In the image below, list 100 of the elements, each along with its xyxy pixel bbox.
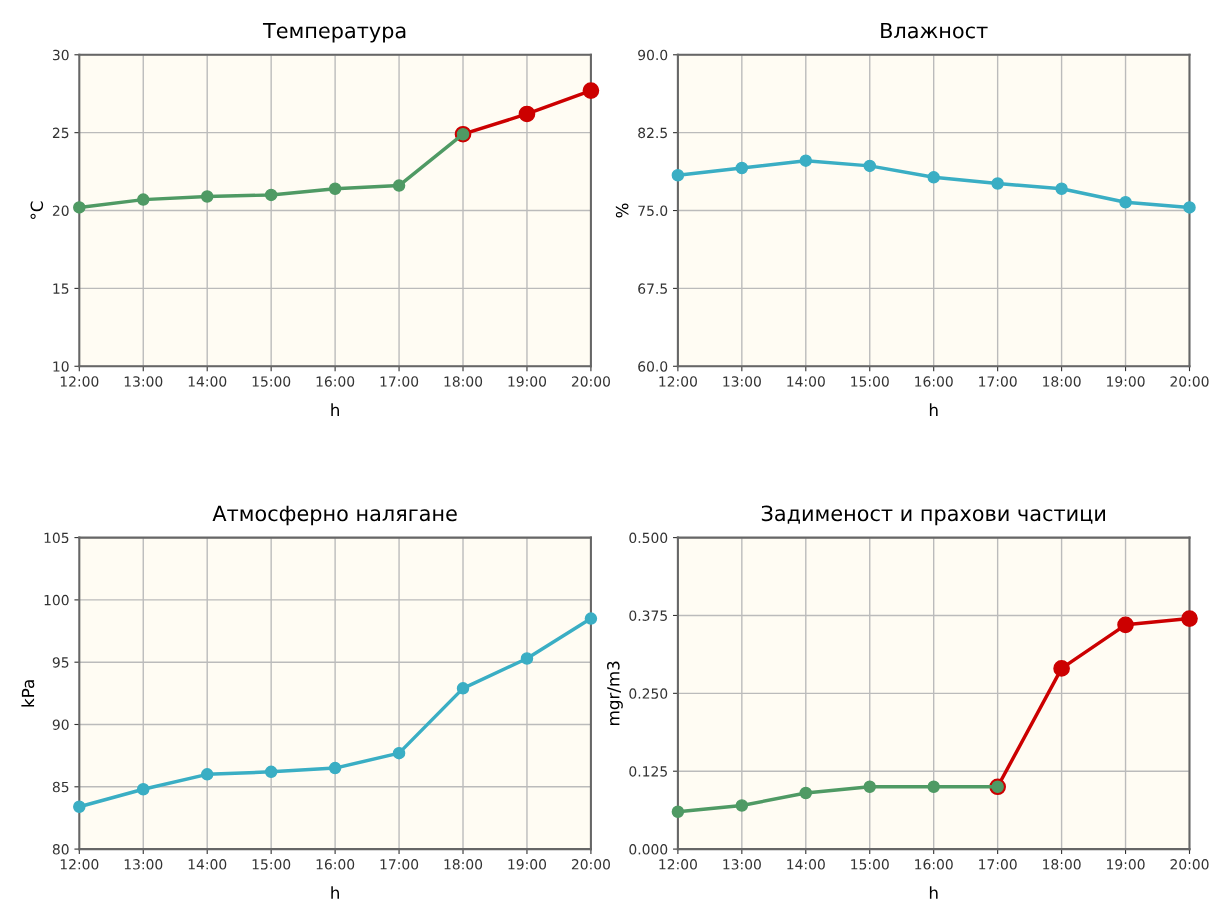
- y-axis-title: %: [615, 203, 629, 218]
- point: [863, 159, 876, 173]
- x-tick-label: 15:00: [252, 376, 291, 387]
- point: [73, 800, 86, 813]
- y-tick-label: 30: [52, 49, 69, 61]
- x-tick-label: 18:00: [1043, 859, 1081, 870]
- x-tick-label: 18:00: [444, 376, 483, 387]
- point: [456, 682, 470, 695]
- x-axis-title: h: [331, 886, 339, 899]
- point: [328, 182, 342, 195]
- y-tick-label: 80: [52, 844, 69, 855]
- point: [1117, 616, 1134, 634]
- point: [582, 82, 600, 99]
- x-tick-label: 19:00: [1107, 376, 1145, 387]
- x-tick-label: 19:00: [1107, 859, 1145, 870]
- x-tick-label: 20:00: [571, 859, 610, 870]
- y-tick-label: 25: [52, 127, 69, 139]
- point: [799, 786, 813, 800]
- y-tick-label: 60.0: [638, 361, 668, 372]
- point: [863, 780, 876, 794]
- y-axis-title: kPa: [21, 680, 35, 707]
- y-axis-title: °C: [30, 201, 44, 219]
- point: [927, 780, 940, 794]
- point: [671, 805, 685, 818]
- y-tick-label: 100: [44, 594, 69, 606]
- point: [392, 179, 406, 192]
- y-tick-label: 15: [53, 283, 69, 294]
- y-tick-label: 0.500: [629, 532, 668, 544]
- x-tick-label: 19:00: [508, 376, 547, 387]
- y-tick-label: 90.0: [638, 49, 668, 61]
- point: [1181, 610, 1198, 627]
- point: [1119, 195, 1132, 209]
- x-tick-label: 16:00: [915, 859, 953, 870]
- point: [735, 799, 749, 812]
- point: [1055, 182, 1068, 195]
- point: [584, 612, 598, 625]
- x-tick-label: 16:00: [316, 859, 355, 870]
- x-tick-label: 20:00: [1170, 376, 1209, 387]
- point: [927, 171, 940, 184]
- point: [264, 188, 278, 202]
- x-tick-label: 13:00: [723, 376, 761, 387]
- y-tick-label: 90: [52, 719, 69, 730]
- x-axis-title: h: [929, 886, 938, 899]
- x-tick-label: 17:00: [979, 376, 1017, 387]
- x-tick-label: 20:00: [1170, 859, 1209, 870]
- point: [264, 765, 278, 779]
- x-tick-label: 14:00: [787, 859, 825, 870]
- x-tick-label: 17:00: [380, 859, 419, 870]
- x-tick-label: 14:00: [787, 376, 825, 387]
- y-tick-label: 0.125: [629, 766, 667, 777]
- x-tick-label: 16:00: [915, 376, 953, 387]
- x-axis-title: h: [929, 403, 938, 416]
- y-tick-label: 75.0: [638, 205, 668, 216]
- x-tick-label: 15:00: [851, 376, 889, 387]
- x-tick-label: 13:00: [723, 859, 761, 870]
- point: [137, 193, 150, 206]
- x-tick-label: 17:00: [979, 859, 1017, 870]
- x-tick-label: 13:00: [124, 859, 163, 870]
- y-axis-title: mgr/m3: [607, 661, 623, 725]
- x-tick-label: 13:00: [124, 376, 163, 387]
- point: [671, 168, 685, 182]
- chart-title: Задименост и прахови частици: [761, 505, 1105, 526]
- point: [73, 201, 86, 214]
- point: [735, 161, 749, 175]
- point: [518, 105, 536, 123]
- point: [328, 761, 342, 775]
- x-tick-label: 19:00: [508, 859, 547, 870]
- point: [520, 652, 534, 665]
- point: [392, 746, 406, 760]
- y-tick-label: 67.5: [638, 283, 667, 294]
- x-tick-label: 15:00: [851, 859, 889, 870]
- x-tick-label: 14:00: [188, 376, 227, 387]
- x-tick-label: 16:00: [316, 376, 355, 387]
- point: [799, 154, 813, 167]
- y-tick-label: 95: [52, 657, 69, 668]
- x-tick-label: 18:00: [1043, 376, 1081, 387]
- y-tick-label: 0.375: [629, 610, 667, 621]
- y-tick-label: 20: [52, 205, 69, 216]
- point: [200, 190, 214, 203]
- point: [1053, 660, 1070, 677]
- y-tick-label: 0.000: [629, 844, 668, 855]
- x-tick-label: 12:00: [659, 376, 697, 387]
- chart-title: Влажност: [881, 22, 988, 39]
- x-tick-label: 17:00: [380, 376, 419, 387]
- x-tick-label: 14:00: [188, 859, 227, 870]
- point: [1183, 201, 1196, 214]
- point: [200, 768, 214, 781]
- x-tick-label: 12:00: [60, 376, 99, 387]
- x-tick-label: 18:00: [444, 859, 483, 870]
- y-tick-label: 82.5: [638, 127, 667, 139]
- y-tick-label: 85: [52, 781, 69, 793]
- x-tick-label: 12:00: [60, 859, 99, 870]
- y-tick-label: 10: [53, 361, 69, 372]
- point: [137, 783, 150, 796]
- chart-title: Атмосферно налягане: [212, 505, 457, 526]
- chart-title: Температура: [262, 22, 406, 43]
- x-axis-title: h: [331, 403, 339, 416]
- y-tick-label: 0.250: [629, 688, 668, 699]
- x-tick-label: 15:00: [252, 859, 291, 870]
- x-tick-label: 12:00: [659, 859, 697, 870]
